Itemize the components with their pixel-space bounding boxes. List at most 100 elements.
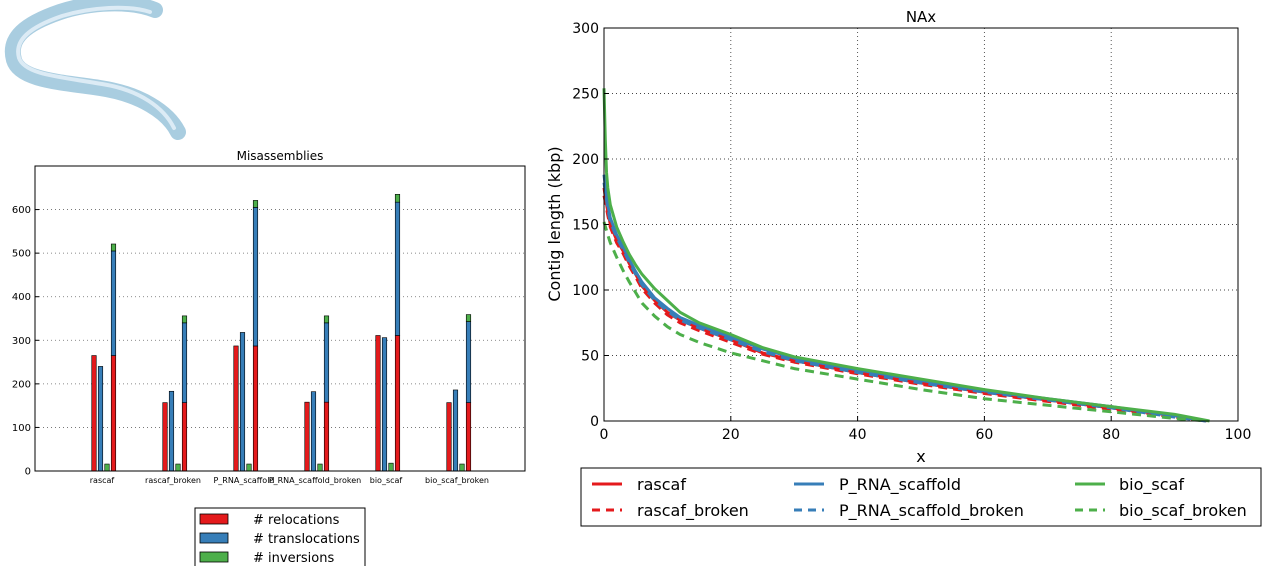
x-tick-label: 0 bbox=[600, 427, 609, 443]
bar-relocations bbox=[233, 345, 239, 472]
stacked-bar-translocations bbox=[394, 201, 401, 336]
legend-label: P_RNA_scaffold bbox=[839, 475, 961, 495]
x-tick-label: rascaf_broken bbox=[145, 476, 201, 485]
stacked-bar-translocations bbox=[465, 321, 472, 403]
line-bio-scaf bbox=[602, 88, 1210, 423]
bar-relocations bbox=[91, 355, 97, 472]
chart-title: Misassemblies bbox=[237, 149, 324, 163]
grid bbox=[604, 28, 1238, 421]
chart-title: NAx bbox=[906, 8, 936, 26]
x-tick-label: P_RNA_scaffold_broken bbox=[269, 476, 361, 485]
y-tick-label: 600 bbox=[12, 205, 31, 216]
y-tick-label: 400 bbox=[12, 292, 31, 303]
legend-box bbox=[580, 467, 1262, 527]
worm-body bbox=[4, 0, 186, 140]
x-axis-label: x bbox=[916, 447, 925, 466]
x-tick-label: 60 bbox=[975, 427, 993, 443]
stacked-bar-relocations bbox=[181, 402, 188, 472]
bar-inversions bbox=[317, 463, 323, 472]
nax-chart: NAx 0 50 100 150 200 250 300 0 20 40 60 80 100 x Co… bbox=[545, 8, 1262, 527]
x-tick-label: 20 bbox=[722, 427, 740, 443]
legend-swatch-relocations bbox=[199, 513, 229, 525]
legend-swatch-translocations bbox=[199, 532, 229, 544]
grid bbox=[35, 209, 525, 428]
stacked-bar-translocations bbox=[323, 322, 330, 403]
y-tick-label: 150 bbox=[572, 218, 599, 234]
legend-swatch-inversions bbox=[199, 551, 229, 563]
stacked-bar-inversions bbox=[252, 200, 259, 208]
y-tick-label: 300 bbox=[12, 336, 31, 347]
stacked-bar-translocations bbox=[110, 250, 117, 356]
bar-inversions bbox=[459, 463, 465, 472]
bar-relocations bbox=[304, 401, 310, 472]
stacked-bar-inversions bbox=[181, 315, 188, 324]
bar-translocations bbox=[452, 389, 459, 472]
legend-label: P_RNA_scaffold_broken bbox=[839, 501, 1024, 521]
stacked-bar-translocations bbox=[252, 207, 259, 347]
legend-label: bio_scaf bbox=[1119, 475, 1184, 495]
legend-label: rascaf_broken bbox=[637, 501, 749, 521]
stacked-bar-relocations bbox=[465, 402, 472, 472]
bar-translocations bbox=[97, 366, 104, 472]
stacked-bar-relocations bbox=[110, 355, 117, 472]
x-tick-label: 80 bbox=[1102, 427, 1120, 443]
y-tick-label: 0 bbox=[590, 414, 599, 430]
x-tick-label: 40 bbox=[849, 427, 867, 443]
x-tick-label: P_RNA_scaffold bbox=[213, 476, 274, 485]
bar-relocations bbox=[162, 402, 168, 472]
y-tick-label: 250 bbox=[572, 87, 599, 103]
stacked-bar-inversions bbox=[394, 194, 401, 203]
y-tick-label: 200 bbox=[12, 379, 31, 390]
line-rascaf-broken bbox=[602, 195, 1207, 423]
x-tick-label: rascaf bbox=[90, 476, 115, 485]
nematode-worm-illustration bbox=[4, 0, 186, 140]
y-axis: 0 50 100 150 200 250 300 bbox=[572, 21, 609, 430]
stacked-bar-inversions bbox=[323, 315, 330, 324]
bar-translocations bbox=[239, 332, 246, 472]
bar-translocations bbox=[381, 337, 388, 472]
line-p-rna-scaffold bbox=[602, 174, 1207, 423]
x-tick-label: bio_scaf_broken bbox=[425, 476, 489, 485]
bar-relocations bbox=[446, 402, 452, 472]
x-tick-label: 100 bbox=[1225, 427, 1252, 443]
stacked-bar-relocations bbox=[323, 401, 330, 472]
y-tick-label: 100 bbox=[572, 283, 599, 299]
bars bbox=[91, 194, 472, 472]
x-axis: 0 20 40 60 80 100 bbox=[600, 416, 1252, 443]
line-bio-scaf-broken bbox=[602, 221, 1207, 423]
legend: # relocations # translocations # inversi… bbox=[194, 507, 366, 566]
y-tick-label: 200 bbox=[572, 152, 599, 168]
bar-inversions bbox=[388, 462, 394, 472]
y-tick-label: 500 bbox=[12, 249, 31, 260]
series-lines bbox=[602, 88, 1210, 423]
x-tick-label: bio_scaf bbox=[370, 476, 403, 485]
legend-label: rascaf bbox=[637, 475, 686, 494]
y-tick-label: 100 bbox=[12, 423, 31, 434]
stacked-bar-relocations bbox=[252, 345, 259, 472]
stacked-bar-relocations bbox=[394, 335, 401, 472]
y-tick-label: 0 bbox=[25, 467, 31, 478]
bar-inversions bbox=[104, 463, 110, 472]
legend: rascaf rascaf_broken P_RNA_scaffold P_RN… bbox=[580, 467, 1262, 527]
bar-translocations bbox=[168, 390, 175, 472]
y-tick-label: 50 bbox=[581, 349, 599, 365]
bar-inversions bbox=[246, 463, 252, 472]
legend-label: # translocations bbox=[253, 532, 360, 547]
plot-frame bbox=[34, 165, 526, 472]
legend-label: bio_scaf_broken bbox=[1119, 501, 1247, 521]
stacked-bar-inversions bbox=[110, 243, 117, 252]
line-rascaf bbox=[602, 187, 1207, 423]
y-axis-label: Contig length (kbp) bbox=[545, 146, 564, 301]
x-axis: rascaf rascaf_broken P_RNA_scaffoldP_RNA_s… bbox=[90, 476, 489, 485]
stacked-bar-translocations bbox=[181, 322, 188, 403]
y-tick-label: 300 bbox=[572, 21, 599, 37]
bar-translocations bbox=[310, 391, 317, 472]
y-axis: 0 100 200 300 400 500 600 bbox=[12, 205, 39, 478]
line-p-rna-scaffold-broken bbox=[602, 182, 1207, 423]
bar-relocations bbox=[375, 335, 381, 472]
stacked-bar-inversions bbox=[465, 314, 472, 322]
misassemblies-chart: Misassemblies 0 100 200 300 400 500 600 rascaf… bbox=[12, 149, 526, 566]
bar-inversions bbox=[175, 463, 181, 472]
legend-label: # relocations bbox=[253, 513, 340, 528]
worm-body-highlight bbox=[16, 5, 176, 130]
